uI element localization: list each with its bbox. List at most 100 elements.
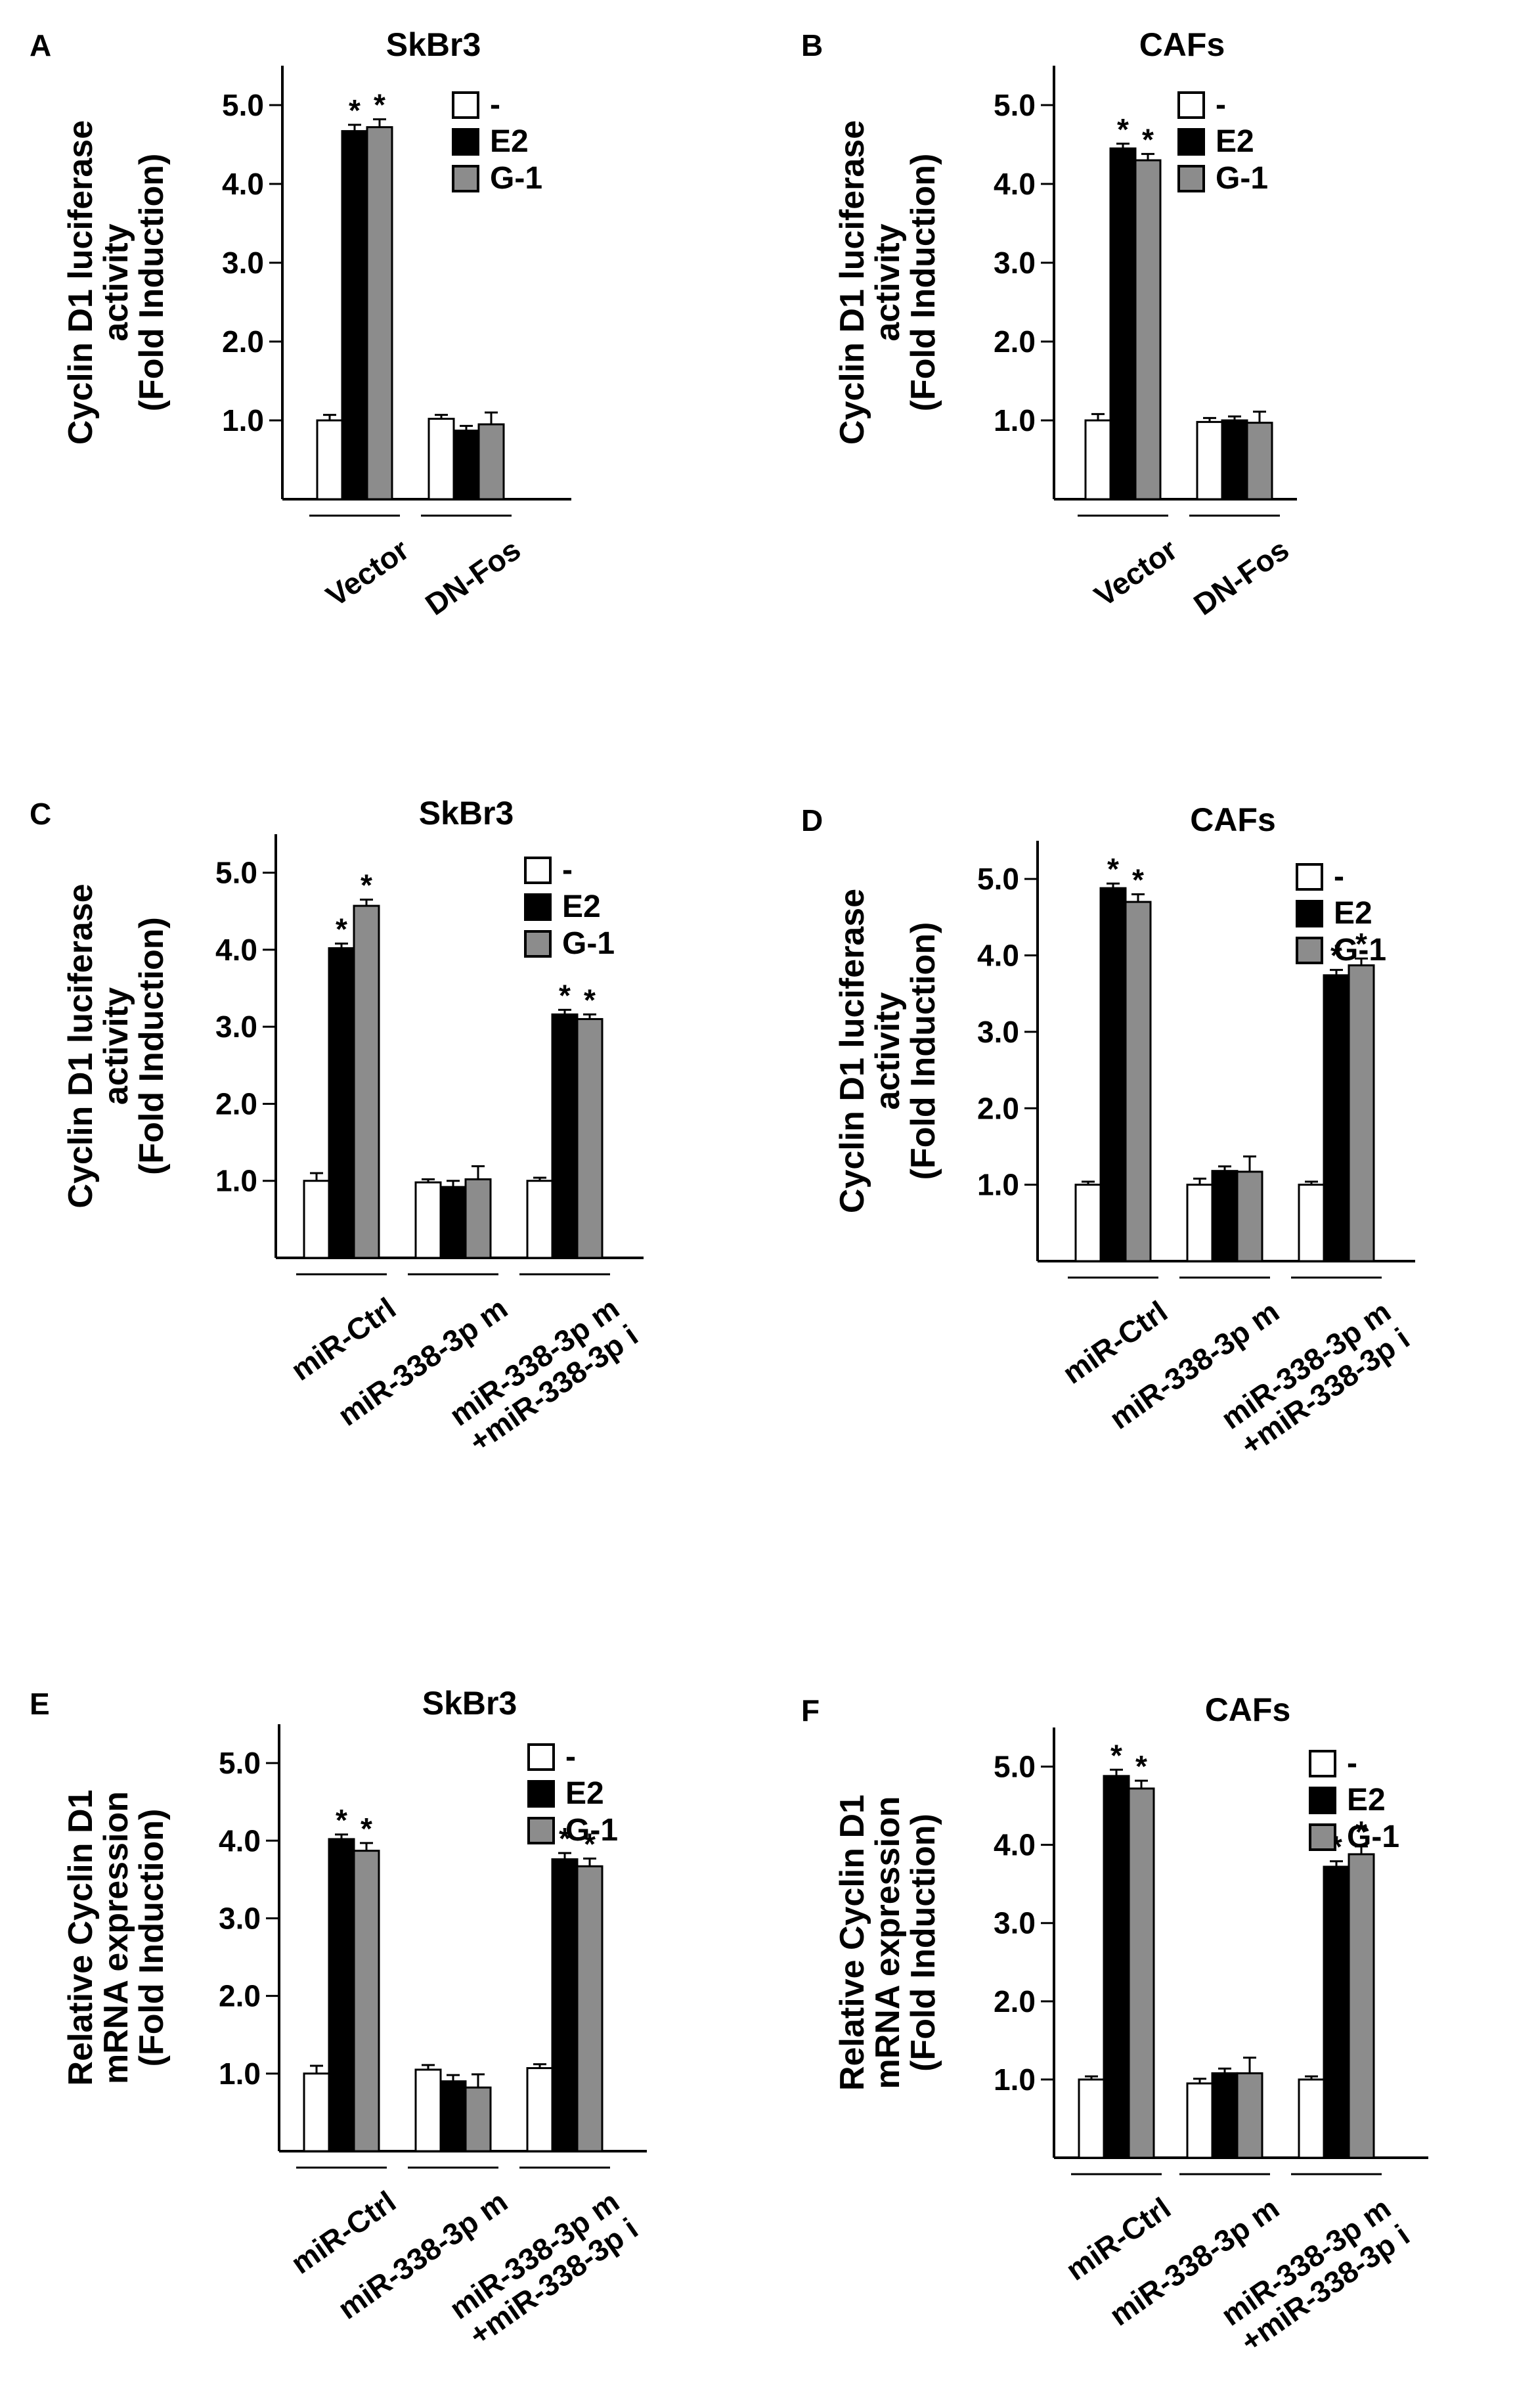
y-tick-label: 4.0	[219, 1823, 261, 1858]
x-tick-label-line: DN-Fos	[419, 532, 527, 621]
y-tick-label: 3.0	[977, 1015, 1019, 1049]
panel-a: A SkBr3 Cyclin D1 luciferaseactivity(Fold …	[30, 26, 571, 622]
y-axis-label-line: Relative Cyclin D1	[62, 1790, 100, 2086]
bar-g-1	[1236, 1171, 1263, 1262]
significance-marker: *	[1355, 1815, 1367, 1849]
y-axis-label-line: (Fold Induction)	[904, 154, 942, 412]
legend-label: E2	[1216, 124, 1254, 159]
y-tick-label: 5.0	[222, 88, 264, 122]
bar-g-1	[353, 1850, 380, 2152]
bar-control	[1084, 419, 1112, 501]
y-tick-label: 4.0	[994, 167, 1036, 201]
panel-letter: C	[30, 797, 51, 831]
y-tick-label: 2.0	[977, 1091, 1019, 1125]
x-tick-label-line: Vector	[1088, 532, 1183, 613]
y-tick-label: 2.0	[219, 1979, 261, 2013]
bar-g-1	[1128, 1787, 1155, 2159]
y-tick-label: 1.0	[215, 1164, 257, 1198]
legend-swatch	[527, 1743, 555, 1771]
y-axis-label-line: Cyclin D1 luciferase	[62, 120, 100, 445]
legend-swatch	[1296, 863, 1323, 891]
bar-control	[1186, 1184, 1214, 1262]
bar-control	[303, 1180, 330, 1259]
significance-marker: *	[1355, 927, 1367, 961]
bar-control	[1074, 1184, 1102, 1262]
y-axis-label-line: Relative Cyclin D1	[833, 1795, 871, 2091]
legend-swatch	[524, 930, 552, 958]
legend-label: E2	[490, 124, 529, 159]
legend-swatch	[527, 1780, 555, 1808]
legend-label: G-1	[490, 161, 542, 196]
bar-e2	[328, 947, 355, 1259]
bar-e2	[328, 1838, 355, 2152]
chart-title: CAFs	[1139, 26, 1225, 63]
bar-e2	[1103, 1775, 1130, 2159]
x-tick-label: DN-Fos	[1187, 532, 1295, 621]
y-tick-label: 4.0	[222, 167, 264, 201]
chart-title: SkBr3	[386, 26, 481, 63]
y-tick-label: 2.0	[994, 324, 1036, 359]
bar-g-1	[1348, 964, 1375, 1262]
y-tick-label: 2.0	[222, 324, 264, 359]
bar-g-1	[1246, 422, 1273, 501]
legend-label: -	[1334, 859, 1344, 894]
legend-label: G-1	[1334, 933, 1386, 968]
bar-g-1	[464, 1178, 492, 1259]
significance-marker: *	[1110, 1738, 1122, 1772]
y-tick-label: 3.0	[994, 1906, 1036, 1940]
bar-g-1	[1124, 901, 1152, 1262]
legend-label: G-1	[562, 926, 615, 961]
chart-title: CAFs	[1205, 1691, 1291, 1728]
bar-e2	[341, 130, 368, 501]
y-tick-label: 3.0	[994, 246, 1036, 280]
bar-g-1	[477, 423, 505, 501]
significance-marker: *	[584, 983, 596, 1017]
legend-label: E2	[565, 1776, 604, 1811]
bar-control	[428, 418, 455, 501]
y-tick-label: 3.0	[219, 1901, 261, 1935]
legend-swatch	[524, 893, 552, 921]
y-tick-label: 3.0	[215, 1010, 257, 1044]
y-axis-label-line: (Fold Induction)	[133, 154, 171, 412]
x-tick-label: Vector	[1088, 532, 1183, 613]
y-tick-label: 5.0	[215, 856, 257, 890]
legend-label: -	[1216, 87, 1226, 122]
significance-marker: *	[374, 88, 385, 122]
legend-label: -	[490, 87, 500, 122]
panel-letter: B	[801, 28, 823, 62]
significance-marker: *	[1132, 862, 1144, 897]
legend-swatch	[452, 91, 479, 119]
y-axis-label-line: (Fold Induction)	[904, 922, 942, 1180]
y-tick-label: 1.0	[219, 2057, 261, 2091]
x-tick-label: Vector	[320, 532, 415, 613]
y-axis-label-line: (Fold Induction)	[133, 1809, 171, 2067]
bar-e2	[439, 2080, 467, 2152]
significance-marker: *	[336, 912, 347, 947]
y-tick-label: 5.0	[994, 1750, 1036, 1784]
legend-swatch	[1177, 165, 1205, 192]
chart-title: SkBr3	[422, 1685, 517, 1722]
bar-e2	[1109, 147, 1137, 501]
significance-marker: *	[1330, 939, 1342, 973]
panel-letter: F	[801, 1693, 820, 1728]
bar-g-1	[1236, 2072, 1263, 2159]
legend-label: -	[562, 853, 573, 887]
y-axis-label-line: mRNA expression	[869, 1796, 907, 2089]
bar-e2	[1323, 1865, 1350, 2159]
legend-label: E2	[1347, 1783, 1386, 1817]
bar-control	[316, 419, 343, 501]
bar-g-1	[366, 126, 393, 501]
significance-marker: *	[349, 93, 361, 127]
y-tick-label: 2.0	[215, 1086, 257, 1121]
significance-marker: *	[1142, 122, 1154, 156]
legend-label: G-1	[565, 1813, 618, 1848]
panel-letter: D	[801, 803, 823, 837]
y-tick-label: 1.0	[222, 403, 264, 437]
bar-e2	[452, 430, 480, 501]
legend-label: -	[1347, 1746, 1357, 1781]
